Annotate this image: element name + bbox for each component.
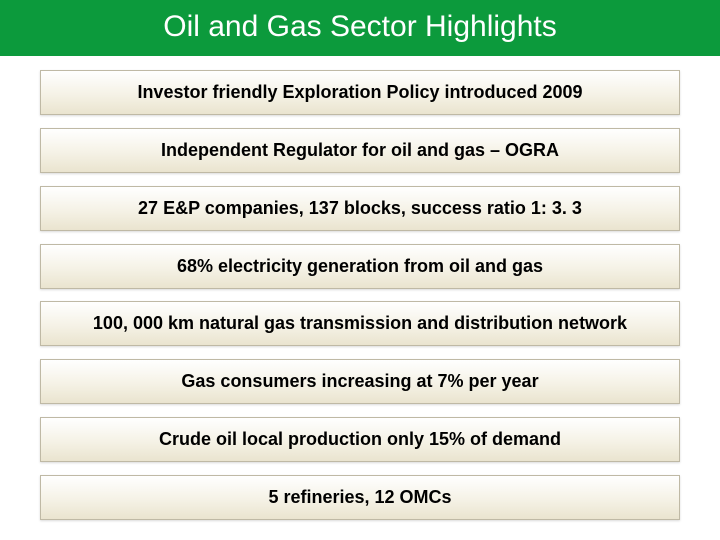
highlight-item: 5 refineries, 12 OMCs (40, 475, 680, 520)
highlight-item: Investor friendly Exploration Policy int… (40, 70, 680, 115)
highlight-item: 68% electricity generation from oil and … (40, 244, 680, 289)
highlights-container: Investor friendly Exploration Policy int… (0, 56, 720, 540)
slide-title: Oil and Gas Sector Highlights (0, 0, 720, 56)
highlight-item: Crude oil local production only 15% of d… (40, 417, 680, 462)
highlight-item: 27 E&P companies, 137 blocks, success ra… (40, 186, 680, 231)
highlight-item: Independent Regulator for oil and gas – … (40, 128, 680, 173)
highlight-item: Gas consumers increasing at 7% per year (40, 359, 680, 404)
highlight-item: 100, 000 km natural gas transmission and… (40, 301, 680, 346)
slide: Oil and Gas Sector Highlights Investor f… (0, 0, 720, 540)
